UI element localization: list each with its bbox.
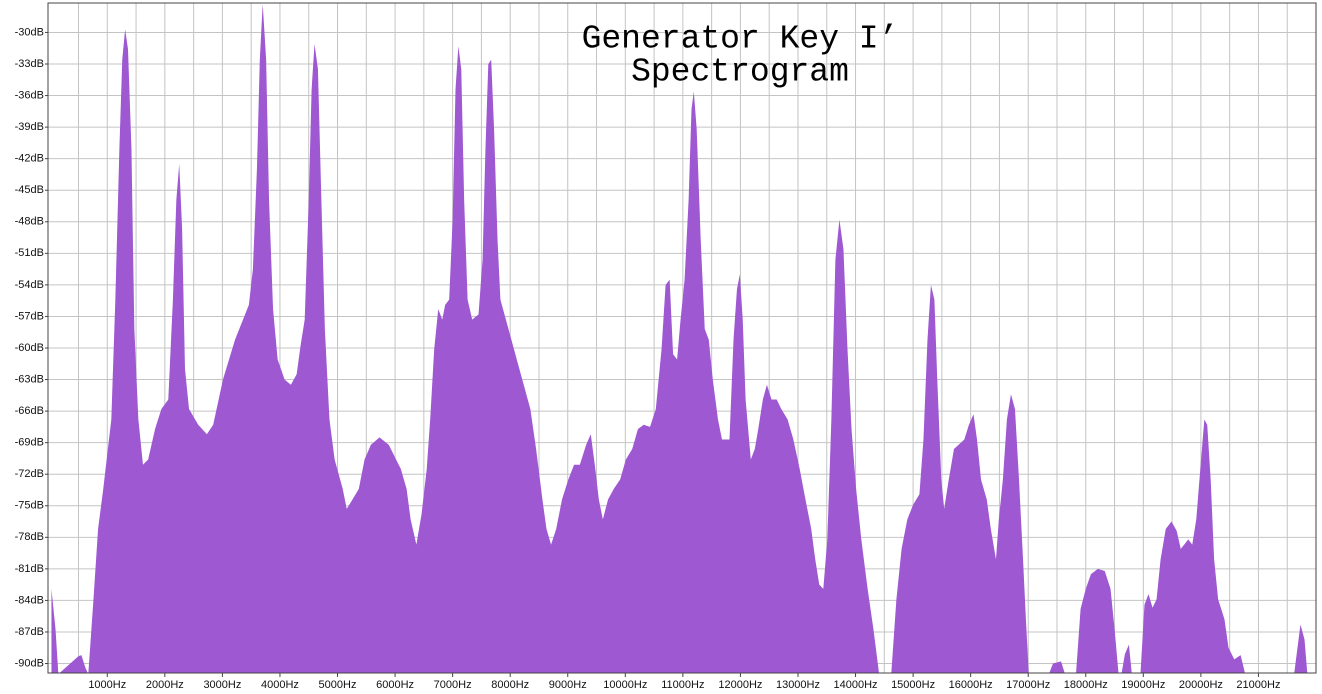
y-tick-label: -60dB bbox=[15, 342, 44, 354]
y-tick-label: -30dB bbox=[15, 26, 44, 38]
y-tick-label: -36dB bbox=[15, 89, 44, 101]
y-tick-label: -54dB bbox=[15, 279, 44, 291]
y-tick-label: -42dB bbox=[15, 153, 44, 165]
x-tick-label: 6000Hz bbox=[376, 679, 414, 691]
y-tick-label: -45dB bbox=[15, 184, 44, 196]
y-tick-label: -48dB bbox=[15, 216, 44, 228]
x-tick-label: 3000Hz bbox=[203, 679, 241, 691]
x-tick-label: 2000Hz bbox=[146, 679, 184, 691]
y-tick-label: -87dB bbox=[15, 626, 44, 638]
y-tick-label: -72dB bbox=[15, 468, 44, 480]
x-tick-label: 8000Hz bbox=[491, 679, 529, 691]
x-tick-label: 16000Hz bbox=[949, 679, 993, 691]
y-tick-label: -57dB bbox=[15, 310, 44, 322]
x-tick-label: 17000Hz bbox=[1006, 679, 1050, 691]
y-tick-label: -90dB bbox=[15, 657, 44, 669]
x-tick-label: 10000Hz bbox=[603, 679, 647, 691]
chart-title: Generator Key I’ bbox=[582, 21, 899, 58]
x-tick-label: 5000Hz bbox=[319, 679, 357, 691]
x-tick-label: 13000Hz bbox=[776, 679, 820, 691]
y-tick-label: -69dB bbox=[15, 437, 44, 449]
spectrum-area bbox=[51, 4, 1308, 673]
x-tick-label: 1000Hz bbox=[88, 679, 126, 691]
chart-title: Spectrogram bbox=[631, 54, 849, 91]
y-tick-label: -66dB bbox=[15, 405, 44, 417]
y-tick-label: -81dB bbox=[15, 563, 44, 575]
x-tick-label: 20000Hz bbox=[1179, 679, 1223, 691]
labels: -30dB -33dB -36dB -39dB -42dB -45dB -48dB -51dB… bbox=[15, 21, 1281, 691]
y-tick-label: -39dB bbox=[15, 121, 44, 133]
x-tick-label: 15000Hz bbox=[891, 679, 935, 691]
y-tick-label: -63dB bbox=[15, 373, 44, 385]
x-tick-label: 7000Hz bbox=[434, 679, 472, 691]
x-tick-label: 18000Hz bbox=[1064, 679, 1108, 691]
x-tick-label: 12000Hz bbox=[718, 679, 762, 691]
y-tick-label: -33dB bbox=[15, 58, 44, 70]
plot-area bbox=[51, 4, 1308, 673]
y-tick-label: -84dB bbox=[15, 594, 44, 606]
x-tick-label: 14000Hz bbox=[834, 679, 878, 691]
x-tick-label: 9000Hz bbox=[549, 679, 587, 691]
x-tick-label: 4000Hz bbox=[261, 679, 299, 691]
x-tick-label: 19000Hz bbox=[1121, 679, 1165, 691]
y-tick-label: -78dB bbox=[15, 531, 44, 543]
y-tick-label: -51dB bbox=[15, 247, 44, 259]
x-tick-label: 21000Hz bbox=[1236, 679, 1280, 691]
y-tick-label: -75dB bbox=[15, 500, 44, 512]
plot-frame bbox=[47, 2, 1317, 674]
x-tick-label: 11000Hz bbox=[661, 679, 704, 691]
